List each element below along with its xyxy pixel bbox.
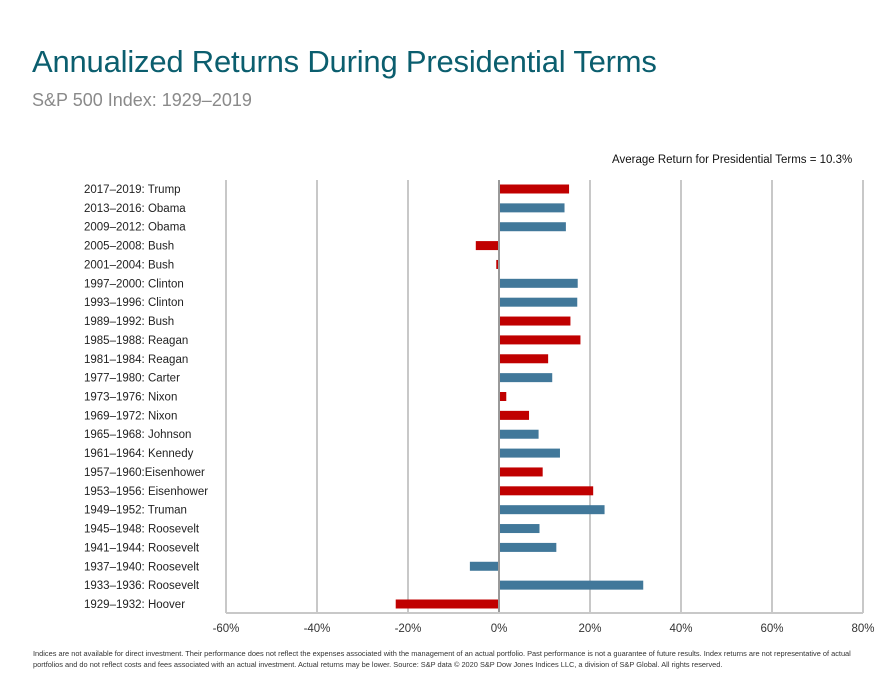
y-tick-label: 2013–2016: Obama	[84, 203, 186, 215]
bar	[499, 316, 571, 326]
chart-title: Annualized Returns During Presidential T…	[32, 44, 657, 79]
y-tick-label: 1973–1976: Nixon	[84, 392, 177, 404]
bar	[499, 354, 549, 364]
y-tick-label: 1961–1964: Kennedy	[84, 448, 194, 460]
y-tick-label: 1953–1956: Eisenhower	[84, 486, 208, 498]
bar	[499, 278, 578, 288]
x-tick-label: -60%	[213, 623, 240, 635]
y-tick-label: 1989–1992: Bush	[84, 316, 174, 328]
y-tick-label: 1949–1952: Truman	[84, 505, 187, 517]
bar	[499, 542, 557, 552]
x-tick-label: -40%	[304, 623, 331, 635]
gridlines	[225, 180, 864, 613]
x-tick-label: -20%	[395, 623, 422, 635]
bar	[395, 599, 499, 609]
y-tick-label: 1985–1988: Reagan	[84, 335, 188, 347]
bar	[499, 486, 594, 496]
bars	[395, 184, 644, 609]
y-tick-label: 1957–1960:Eisenhower	[84, 467, 205, 479]
axes	[226, 180, 863, 614]
average-return-annotation: Average Return for Presidential Terms = …	[612, 154, 853, 166]
bar	[469, 561, 499, 571]
y-tick-label: 1993–1996: Clinton	[84, 297, 184, 309]
y-tick-label: 1965–1968: Johnson	[84, 429, 191, 441]
bar	[499, 373, 553, 383]
bar	[499, 467, 543, 477]
y-tick-label: 1981–1984: Reagan	[84, 354, 188, 366]
y-tick-label: 1969–1972: Nixon	[84, 410, 177, 422]
y-tick-label: 1945–1948: Roosevelt	[84, 524, 200, 536]
x-tick-label: 20%	[578, 623, 601, 635]
y-tick-label: 1977–1980: Carter	[84, 373, 180, 385]
y-axis-labels: 2017–2019: Trump 2013–2016: Obama 2009–201…	[84, 184, 208, 611]
bar	[499, 429, 539, 439]
x-tick-label: 0%	[491, 623, 508, 635]
x-tick-label: 40%	[669, 623, 692, 635]
bar	[499, 524, 540, 534]
bar	[499, 184, 570, 194]
bar	[475, 241, 499, 251]
bar	[499, 297, 578, 307]
y-tick-label: 2001–2004: Bush	[84, 259, 174, 271]
x-axis-labels: -60% -40% -20% 0% 20% 40% 60% 80%	[213, 623, 875, 635]
bar	[496, 259, 499, 269]
y-tick-label: 1937–1940: Roosevelt	[84, 561, 200, 573]
bar	[499, 505, 605, 515]
bar	[499, 448, 560, 458]
bar	[499, 580, 644, 590]
bar	[499, 222, 566, 232]
y-tick-label: 2017–2019: Trump	[84, 184, 181, 196]
bar	[499, 335, 581, 345]
y-tick-label: 2009–2012: Obama	[84, 222, 186, 234]
x-tick-label: 80%	[851, 623, 874, 635]
disclaimer-footer: Indices are not available for direct inv…	[33, 649, 851, 669]
bar	[499, 392, 507, 401]
y-tick-label: 1933–1936: Roosevelt	[84, 580, 200, 592]
y-tick-label: 1941–1944: Roosevelt	[84, 542, 200, 554]
chart-subtitle: S&P 500 Index: 1929–2019	[32, 90, 252, 110]
bar	[499, 410, 530, 420]
bar	[499, 203, 565, 213]
y-tick-label: 1929–1932: Hoover	[84, 599, 185, 611]
y-tick-label: 1997–2000: Clinton	[84, 278, 184, 290]
y-tick-label: 2005–2008: Bush	[84, 241, 174, 253]
x-tick-label: 60%	[760, 623, 783, 635]
